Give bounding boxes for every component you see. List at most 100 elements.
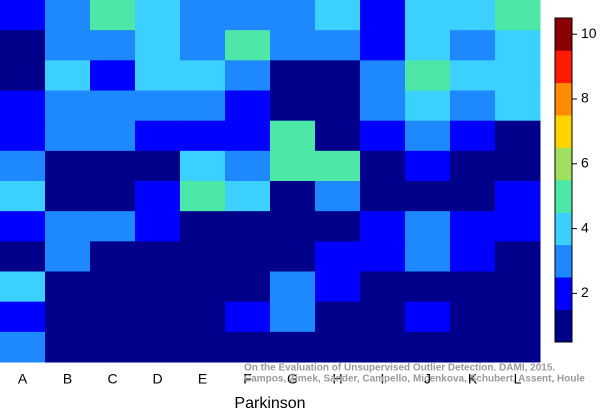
- heatmap-cell: [90, 211, 136, 242]
- x-tick-label: C: [107, 371, 117, 387]
- heatmap-cell: [0, 30, 46, 61]
- x-tick-label: H: [332, 371, 342, 387]
- heatmap-cell: [225, 181, 271, 212]
- x-tick-label: L: [514, 371, 522, 387]
- heatmap-cell: [135, 331, 181, 363]
- heatmap-cell: [405, 271, 451, 303]
- heatmap-cell: [0, 60, 46, 91]
- heatmap-cell: [495, 241, 541, 272]
- heatmap-cell: [270, 211, 316, 242]
- heatmap-cell: [270, 301, 316, 333]
- heatmap-cell: [90, 150, 136, 182]
- heatmap-cell: [45, 150, 91, 182]
- heatmap-cell: [315, 0, 361, 31]
- colorbar-tick-label: 4: [581, 219, 589, 235]
- colorbar-tick-label: 6: [581, 155, 589, 171]
- heatmap-cell: [315, 241, 361, 272]
- heatmap-cell: [180, 331, 226, 363]
- x-tick-label: G: [287, 371, 298, 387]
- heatmap-cell: [135, 301, 181, 333]
- heatmap-cell: [45, 120, 91, 152]
- heatmap-cell: [495, 30, 541, 61]
- x-tick-label: E: [198, 371, 207, 387]
- heatmap-cell: [135, 60, 181, 91]
- heatmap-cell: [135, 120, 181, 152]
- heatmap-cell: [405, 181, 451, 212]
- heatmap-cell: [270, 331, 316, 363]
- heatmap-cell: [360, 120, 406, 152]
- heatmap-cell: [495, 181, 541, 212]
- heatmap-cell: [360, 90, 406, 122]
- heatmap-cell: [180, 181, 226, 212]
- heatmap-cell: [135, 90, 181, 122]
- heatmap-cell: [270, 181, 316, 212]
- x-axis-label: Parkinson: [234, 395, 305, 412]
- heatmap-cell: [90, 271, 136, 303]
- heatmap-cell: [450, 211, 496, 242]
- heatmap-cell: [405, 241, 451, 272]
- colorbar-swatch: [555, 18, 572, 51]
- heatmap-cell: [450, 301, 496, 333]
- heatmap-cell: [270, 150, 316, 182]
- heatmap-cell: [315, 301, 361, 333]
- heatmap-cell: [360, 181, 406, 212]
- colorbar-swatch: [555, 244, 572, 278]
- heatmap-cell: [405, 150, 451, 182]
- heatmap-cell: [135, 150, 181, 182]
- heatmap-cell: [225, 241, 271, 272]
- heatmap-cell: [135, 0, 181, 31]
- heatmap-cell: [0, 301, 46, 333]
- heatmap-cell: [90, 0, 136, 31]
- heatmap-cell: [45, 181, 91, 212]
- heatmap-cell: [270, 30, 316, 61]
- heatmap-cell: [45, 331, 91, 363]
- heatmap-cell: [450, 120, 496, 152]
- heatmap-cell: [315, 90, 361, 122]
- heatmap-cell: [0, 0, 46, 31]
- heatmap-cell: [405, 0, 451, 31]
- heatmap-cell: [315, 211, 361, 242]
- heatmap-cell: [360, 211, 406, 242]
- heatmap-cell: [450, 30, 496, 61]
- heatmap-cell: [270, 120, 316, 152]
- heatmap-cell: [180, 0, 226, 31]
- heatmap-cell: [360, 271, 406, 303]
- heatmap-cell: [135, 211, 181, 242]
- heatmap-cell: [180, 120, 226, 152]
- heatmap-cell: [225, 271, 271, 303]
- heatmap-cell: [405, 211, 451, 242]
- x-tick-label: I: [381, 371, 385, 387]
- x-tick-label: A: [18, 371, 28, 387]
- heatmap-cell: [495, 120, 541, 152]
- heatmap-cell: [315, 271, 361, 303]
- heatmap-cell: [315, 150, 361, 182]
- heatmap-cell: [495, 211, 541, 242]
- heatmap-cell: [0, 181, 46, 212]
- heatmap-cell: [405, 301, 451, 333]
- colorbar-tick-label: 2: [581, 284, 589, 300]
- colorbar-swatch: [555, 180, 572, 213]
- colorbar-tick-label: 8: [581, 90, 589, 106]
- heatmap-cell: [90, 181, 136, 212]
- heatmap-cell: [450, 241, 496, 272]
- heatmap-cell: [135, 30, 181, 61]
- heatmap-cell: [405, 30, 451, 61]
- annotation: Campos, Zimek, Sander, Campello, Micenko…: [244, 374, 585, 385]
- heatmap-cell: [405, 120, 451, 152]
- heatmap-cell: [0, 271, 46, 303]
- heatmap-cell: [315, 30, 361, 61]
- colorbar-swatch: [555, 50, 572, 84]
- heatmap-cell: [45, 271, 91, 303]
- heatmap-cell: [180, 150, 226, 182]
- heatmap-cell: [360, 30, 406, 61]
- heatmap-cell: [225, 150, 271, 182]
- heatmap-cell: [180, 90, 226, 122]
- colorbar-swatch: [555, 115, 572, 148]
- heatmap-cell: [225, 331, 271, 363]
- heatmap-cell: [495, 150, 541, 182]
- heatmap-cell: [0, 211, 46, 242]
- heatmap-cell: [225, 301, 271, 333]
- heatmap-cell: [0, 90, 46, 122]
- heatmap-cell: [270, 241, 316, 272]
- heatmap-cell: [90, 90, 136, 122]
